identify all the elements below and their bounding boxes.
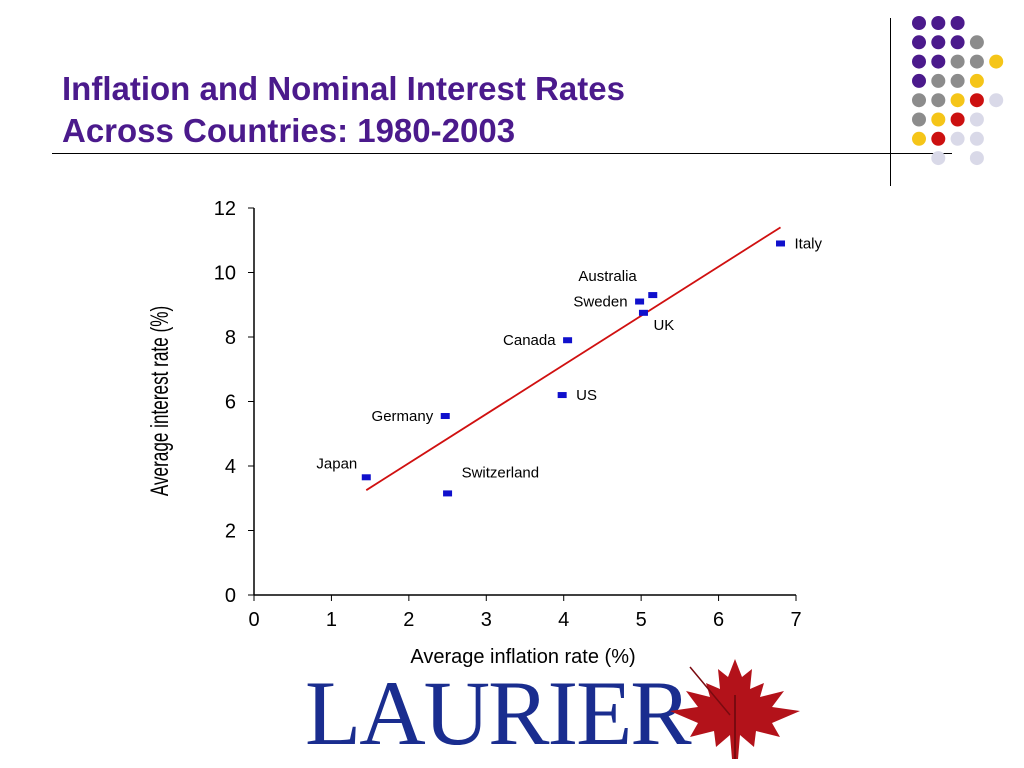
decor-dot	[969, 73, 984, 88]
title-divider	[52, 153, 952, 154]
decor-dot	[931, 93, 946, 108]
point-label-switzerland: Switzerland	[462, 464, 540, 481]
decor-dot	[931, 35, 946, 50]
data-point-australia	[648, 292, 658, 299]
decor-dot	[950, 73, 965, 88]
decor-dot	[912, 112, 926, 127]
decor-dot	[950, 35, 965, 50]
decorative-dot-grid	[912, 16, 1004, 166]
x-tick-label: 5	[636, 609, 647, 631]
decor-dot	[969, 54, 984, 69]
decor-dot	[931, 151, 946, 166]
decor-dot	[950, 93, 965, 108]
data-point-germany	[440, 413, 450, 420]
point-label-canada: Canada	[503, 332, 556, 349]
y-tick-label: 2	[225, 521, 236, 543]
decor-dot	[912, 54, 926, 69]
decor-dot	[969, 151, 984, 166]
y-tick-label: 12	[214, 198, 236, 220]
decor-dot	[912, 16, 926, 30]
decor-dot	[950, 54, 965, 69]
x-tick-label: 6	[713, 609, 724, 631]
decor-dot	[950, 131, 965, 146]
y-tick-label: 10	[214, 263, 236, 285]
data-point-sweden	[635, 298, 645, 305]
data-point-canada	[563, 337, 573, 344]
decor-dot	[912, 35, 926, 50]
decor-dot	[969, 112, 984, 127]
y-tick-label: 6	[225, 392, 236, 414]
maple-leaf-icon	[670, 659, 800, 759]
laurier-logo: LAURIER	[305, 655, 805, 765]
point-label-italy: Italy	[795, 235, 823, 252]
decor-dot	[931, 112, 946, 127]
x-tick-label: 7	[790, 609, 801, 631]
x-axis-label: Average inflation rate (%)	[410, 646, 635, 668]
data-point-italy	[776, 240, 786, 247]
title-line-2: Across Countries: 1980-2003	[62, 112, 516, 149]
trend-line	[365, 226, 781, 491]
x-tick-label: 3	[481, 609, 492, 631]
logo-wordmark: LAURIER	[305, 662, 692, 764]
point-label-japan: Japan	[316, 455, 357, 472]
decor-dot	[989, 93, 1004, 108]
decor-dot	[912, 131, 926, 146]
x-tick-label: 1	[326, 609, 337, 631]
y-tick-label: 4	[225, 456, 236, 478]
data-point-japan	[361, 474, 371, 481]
slide-title: Inflation and Nominal Interest Rates Acr…	[62, 68, 625, 152]
decor-dot	[912, 93, 926, 108]
decor-dot	[969, 35, 984, 50]
decor-dot	[931, 54, 946, 69]
point-label-australia: Australia	[578, 268, 637, 285]
decor-dot	[931, 131, 946, 146]
decor-dot	[931, 73, 946, 88]
title-line-1: Inflation and Nominal Interest Rates	[62, 70, 625, 107]
decor-dot	[950, 112, 965, 127]
decor-dot	[969, 131, 984, 146]
y-tick-label: 8	[225, 327, 236, 349]
point-label-sweden: Sweden	[573, 294, 627, 311]
y-axis-label: Average interest rate (%)	[145, 306, 174, 496]
decor-dot	[912, 73, 926, 88]
point-label-us: US	[576, 387, 597, 404]
x-tick-label: 4	[558, 609, 569, 631]
data-point-switzerland	[443, 490, 453, 497]
vertical-divider	[890, 18, 891, 186]
y-tick-label: 0	[225, 585, 236, 607]
x-tick-label: 2	[403, 609, 414, 631]
decor-dot	[931, 16, 946, 30]
data-point-uk	[638, 309, 648, 316]
x-tick-label: 0	[248, 609, 259, 631]
decor-dot	[989, 54, 1004, 69]
point-label-germany: Germany	[372, 408, 434, 425]
data-point-us	[557, 392, 567, 399]
decor-dot	[969, 93, 984, 108]
decor-dot	[950, 16, 965, 30]
point-label-uk: UK	[653, 317, 674, 334]
